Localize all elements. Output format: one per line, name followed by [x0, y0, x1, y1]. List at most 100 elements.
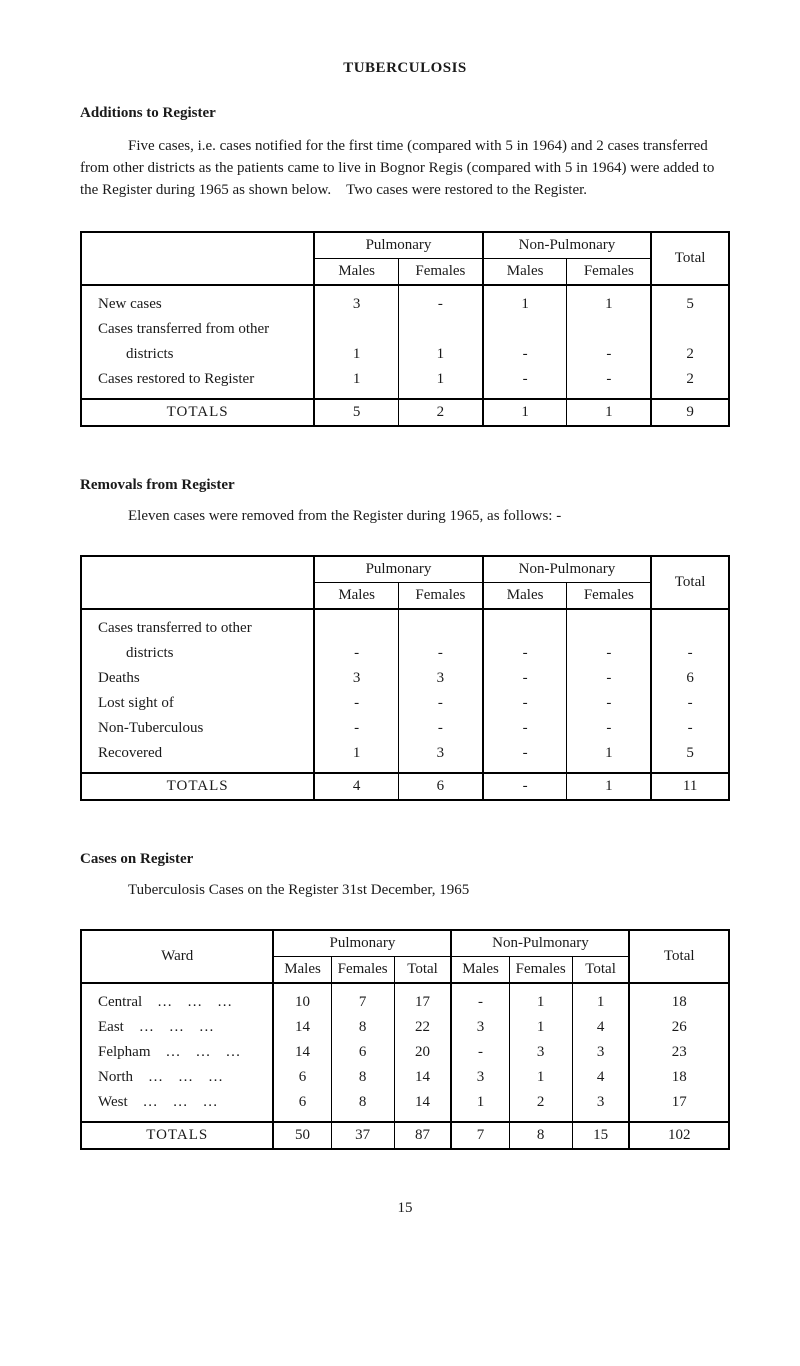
cell: Lost sight of	[81, 691, 314, 716]
cell: 2	[651, 367, 729, 392]
cell: -	[399, 716, 483, 741]
cell: -	[399, 292, 483, 317]
cell: Deaths	[81, 666, 314, 691]
removals-heading: Removals from Register	[80, 477, 730, 494]
cell: North … … …	[81, 1065, 273, 1090]
removals-text: Eleven cases were removed from the Regis…	[80, 508, 730, 525]
cell	[651, 317, 729, 342]
cell	[399, 317, 483, 342]
col-males: Males	[451, 957, 509, 984]
cell: -	[314, 691, 398, 716]
cell: 2	[651, 342, 729, 367]
col-males: Males	[314, 259, 398, 286]
cell: 3	[572, 1040, 629, 1065]
table-row: New cases3-115	[81, 292, 729, 317]
cell: 1	[567, 741, 651, 766]
cell: 11	[651, 773, 729, 800]
col-total: Total	[651, 556, 729, 609]
cases-table: Ward Pulmonary Non-Pulmonary Total Males…	[80, 929, 730, 1150]
cell: -	[567, 666, 651, 691]
cell	[567, 317, 651, 342]
cell: -	[483, 666, 567, 691]
col-total: Total	[629, 930, 729, 983]
cell	[314, 317, 398, 342]
totals-label: TOTALS	[81, 773, 314, 800]
cell: -	[567, 716, 651, 741]
cell	[483, 616, 567, 641]
cases-text: Tuberculosis Cases on the Register 31st …	[80, 882, 730, 899]
col-pulmonary: Pulmonary	[273, 930, 451, 957]
cell: 1	[572, 990, 629, 1015]
cell: 37	[331, 1122, 394, 1149]
cell: 1	[483, 399, 567, 426]
table-row: East … … …1482231426	[81, 1015, 729, 1040]
cell: 14	[394, 1090, 451, 1115]
cell: 10	[273, 990, 331, 1015]
cell: -	[314, 641, 398, 666]
cell	[314, 616, 398, 641]
cell: Cases transferred from other	[81, 317, 314, 342]
cell: 15	[572, 1122, 629, 1149]
cell: -	[651, 716, 729, 741]
cell: -	[483, 367, 567, 392]
col-nonpulmonary: Non-Pulmonary	[451, 930, 629, 957]
cell: 3	[451, 1015, 509, 1040]
cell: 23	[629, 1040, 729, 1065]
table-row: West … … …681412317	[81, 1090, 729, 1115]
cell: 3	[399, 666, 483, 691]
cell: East … … …	[81, 1015, 273, 1040]
col-males: Males	[483, 259, 567, 286]
cell: 18	[629, 1065, 729, 1090]
cell: 1	[567, 399, 651, 426]
cell: -	[651, 691, 729, 716]
table-row: Lost sight of-----	[81, 691, 729, 716]
cell: Non-Tuberculous	[81, 716, 314, 741]
cell: 9	[651, 399, 729, 426]
cell	[567, 616, 651, 641]
col-subtotal: Total	[394, 957, 451, 984]
col-females: Females	[567, 259, 651, 286]
cell: districts	[81, 342, 314, 367]
cell: 1	[509, 1015, 572, 1040]
cell: West … … …	[81, 1090, 273, 1115]
cell: -	[399, 691, 483, 716]
cell: -	[483, 741, 567, 766]
cell: Cases restored to Register	[81, 367, 314, 392]
cell: 3	[314, 666, 398, 691]
cell: 20	[394, 1040, 451, 1065]
cell: 3	[314, 292, 398, 317]
col-females: Females	[331, 957, 394, 984]
cell: 4	[572, 1065, 629, 1090]
cell: districts	[81, 641, 314, 666]
col-males: Males	[483, 583, 567, 610]
cell: New cases	[81, 292, 314, 317]
removals-table: Pulmonary Non-Pulmonary Total Males Fema…	[80, 555, 730, 801]
cell: 1	[314, 367, 398, 392]
table-row: Cases transferred from other	[81, 317, 729, 342]
cell: 1	[399, 342, 483, 367]
col-subtotal: Total	[572, 957, 629, 984]
cell: 8	[509, 1122, 572, 1149]
table-row: Non-Tuberculous-----	[81, 716, 729, 741]
cell: 8	[331, 1065, 394, 1090]
cell: -	[651, 641, 729, 666]
col-ward: Ward	[81, 930, 273, 983]
additions-text: Five cases, i.e. cases notified for the …	[80, 136, 730, 201]
cell: 14	[394, 1065, 451, 1090]
cell: 102	[629, 1122, 729, 1149]
table-row: Cases transferred to other	[81, 616, 729, 641]
cell: -	[399, 641, 483, 666]
col-total: Total	[651, 232, 729, 285]
cell: -	[483, 342, 567, 367]
page-title: TUBERCULOSIS	[80, 60, 730, 77]
table-row: Recovered13-15	[81, 741, 729, 766]
cell: Cases transferred to other	[81, 616, 314, 641]
cell: 1	[567, 773, 651, 800]
cell: 17	[394, 990, 451, 1015]
cell: 1	[314, 342, 398, 367]
cell: -	[567, 342, 651, 367]
cell: 1	[509, 1065, 572, 1090]
col-nonpulmonary: Non-Pulmonary	[483, 232, 651, 259]
cell: 87	[394, 1122, 451, 1149]
cell: 5	[651, 292, 729, 317]
